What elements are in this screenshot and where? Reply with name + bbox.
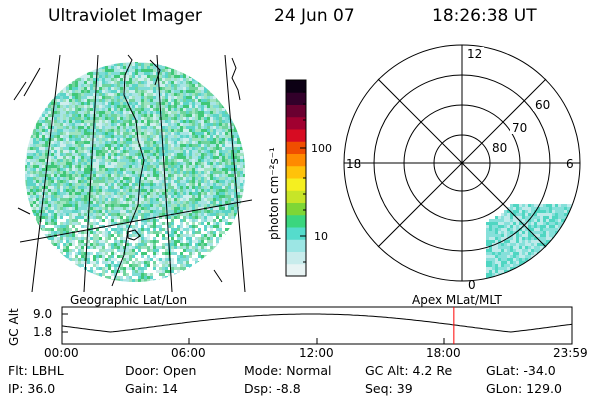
- colorbar-band: [286, 104, 306, 118]
- colorbar-band: [286, 214, 306, 228]
- orbit-xtick-0600: 06:00: [171, 346, 206, 360]
- orbit-xtick-1200: 12:00: [299, 346, 334, 360]
- orbit-xtick-1800: 18:00: [426, 346, 461, 360]
- orbit-xtick-0000: 00:00: [44, 346, 79, 360]
- colorbar-band: [286, 239, 306, 252]
- colorbar-band: [286, 80, 306, 93]
- colorbar-axis-label: photon cm⁻²s⁻¹: [267, 147, 281, 240]
- mlt-label-0: 0: [468, 278, 476, 292]
- orbit-ytick-min: 1.8: [33, 325, 52, 339]
- colorbar-band: [286, 116, 306, 130]
- colorbar-band: [286, 202, 306, 216]
- ip-info: IP: 36.0: [8, 381, 56, 396]
- door-info: Door: Open: [125, 363, 197, 378]
- mlt-label-6: 6: [566, 157, 574, 171]
- flt-info: Flt: LBHL: [8, 363, 64, 378]
- colorbar-band: [286, 92, 306, 105]
- orbit-ytick-max: 9.0: [33, 307, 52, 321]
- geo-speckle: [25, 62, 245, 282]
- colorbar-band: [286, 141, 306, 154]
- colorbar-band: [286, 129, 306, 142]
- glat-info: GLat: -34.0: [486, 363, 556, 378]
- orbit-ylabel: GC Alt: [7, 308, 21, 346]
- seq-info: Seq: 39: [365, 381, 413, 396]
- gc-alt-info: GC Alt: 4.2 Re: [365, 363, 453, 378]
- date-label: 24 Jun 07: [274, 6, 355, 26]
- colorbar-band: [286, 227, 306, 240]
- mlat-label-80: 80: [492, 141, 507, 155]
- colorbar-band: [286, 251, 306, 265]
- colorbar-tick-100: 100: [311, 142, 332, 155]
- mlt-label-12: 12: [467, 47, 482, 61]
- orbit-plot: 9.0 1.8 GC Alt: [7, 306, 573, 346]
- instrument-title: Ultraviolet Imager: [48, 6, 202, 26]
- gain-info: Gain: 14: [125, 381, 178, 396]
- colorbar: [286, 80, 306, 277]
- mlat-label-70: 70: [512, 121, 527, 135]
- coastline: [13, 54, 241, 287]
- colorbar-ticks: [300, 91, 306, 263]
- geographic-image: [13, 54, 252, 292]
- time-label: 18:26:38 UT: [432, 6, 537, 26]
- orbit-xtick-2359: 23:59: [553, 346, 588, 360]
- mlt-label-18: 18: [346, 157, 361, 171]
- orbit-ticks: [61, 313, 573, 344]
- polar-caption: Apex MLat/MLT: [412, 293, 502, 307]
- colorbar-band: [286, 178, 306, 191]
- dsp-info: Dsp: -8.8: [244, 381, 301, 396]
- colorbar-band: [286, 165, 306, 179]
- colorbar-band: [286, 190, 306, 203]
- altitude-curve: [61, 313, 573, 333]
- polar-plot: 12 0 18 6 60 70 80: [343, 44, 581, 292]
- geo-caption: Geographic Lat/Lon: [70, 293, 188, 307]
- colorbar-band: [286, 263, 306, 277]
- geo-gridlines: [20, 54, 252, 292]
- polar-grid: [343, 44, 581, 282]
- colorbar-tick-10: 10: [314, 230, 328, 243]
- colorbar-band: [286, 153, 306, 167]
- mlat-label-60: 60: [535, 98, 550, 112]
- glon-info: GLon: 129.0: [486, 381, 562, 396]
- mode-info: Mode: Normal: [244, 363, 332, 378]
